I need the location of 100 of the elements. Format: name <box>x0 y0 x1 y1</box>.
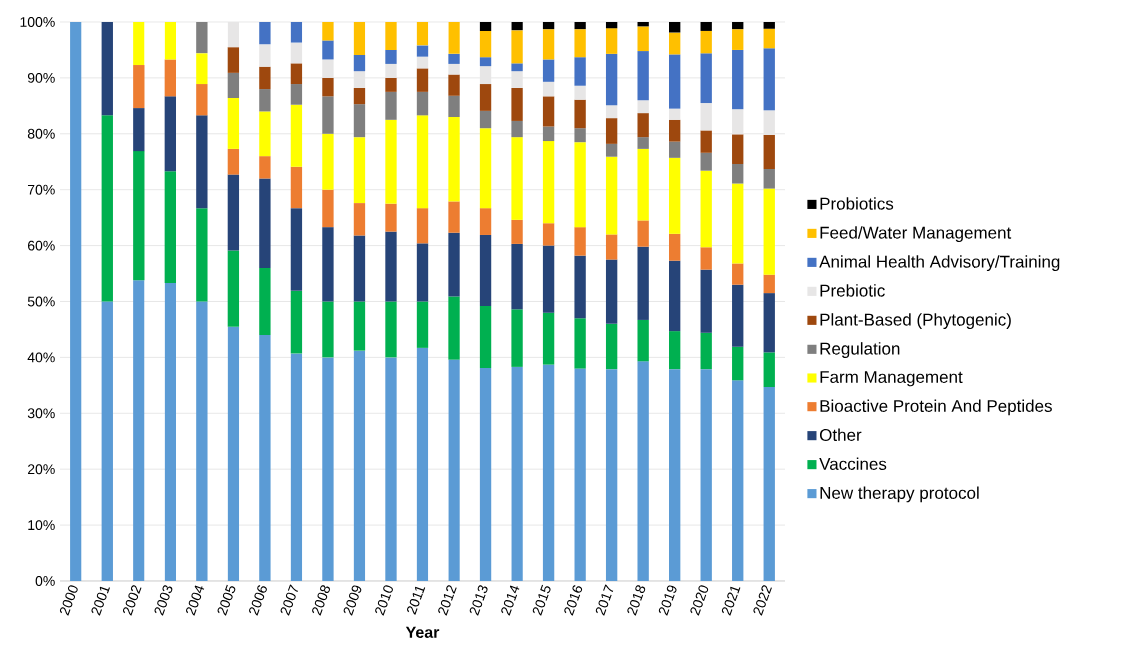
bar <box>479 234 492 306</box>
bar <box>259 66 271 90</box>
bar <box>542 81 555 97</box>
bar <box>448 95 460 118</box>
bar <box>479 57 492 67</box>
bar <box>669 108 681 120</box>
bar <box>732 263 744 285</box>
bar <box>448 232 460 297</box>
bar <box>574 142 586 228</box>
bar <box>416 45 429 57</box>
x-tick-label: 2015 <box>532 584 551 616</box>
bar <box>164 59 177 97</box>
bar <box>322 227 334 302</box>
bar <box>322 96 334 134</box>
bar <box>290 42 303 64</box>
bar <box>574 255 586 319</box>
bar <box>542 364 555 581</box>
x-tick-label: 2011 <box>407 586 426 615</box>
bar <box>322 77 334 97</box>
bar <box>133 151 145 281</box>
bar <box>511 71 523 88</box>
bar <box>542 312 555 365</box>
bar <box>637 246 649 320</box>
x-tick-label: 2007 <box>280 584 298 616</box>
bar <box>605 143 618 157</box>
bar <box>416 21 429 46</box>
x-tick-label: 2019 <box>658 585 677 616</box>
bar <box>605 21 618 29</box>
x-tick-label: 2001 <box>91 586 110 616</box>
bar <box>637 137 649 149</box>
bar <box>700 30 712 54</box>
bar <box>605 323 618 370</box>
bar <box>448 359 460 581</box>
bar <box>637 319 649 362</box>
bar <box>763 293 775 353</box>
bar <box>669 54 681 109</box>
bar <box>164 96 177 172</box>
y-tick-label: 80% <box>27 128 55 139</box>
bar <box>448 53 460 64</box>
legend-label: Vaccines <box>819 457 887 470</box>
bar <box>574 57 586 86</box>
bar <box>574 128 586 143</box>
bar <box>416 91 429 116</box>
x-tick-label: 2008 <box>312 585 330 616</box>
bar <box>511 366 523 581</box>
bar <box>605 118 618 144</box>
bar <box>542 126 555 142</box>
legend-label: New therapy protocol <box>820 486 979 503</box>
bar <box>511 309 523 367</box>
x-tick-label: 2000 <box>59 585 78 616</box>
x-tick-label: 2017 <box>595 584 614 616</box>
bar <box>164 171 177 284</box>
bar <box>542 96 555 127</box>
bar <box>732 346 744 381</box>
bar <box>133 65 145 109</box>
bar <box>669 331 681 370</box>
bar <box>637 100 649 114</box>
legend-label: Probiotics <box>820 197 894 210</box>
bar <box>669 157 681 234</box>
bar <box>353 203 366 236</box>
bar <box>101 115 113 302</box>
legend-label: Bioactive Protein And Peptides <box>820 399 1052 416</box>
bar <box>448 117 460 202</box>
bar <box>259 335 271 581</box>
bar <box>385 49 397 64</box>
bar <box>259 89 271 112</box>
bar <box>574 99 586 129</box>
legend-label: Farm Management <box>820 371 963 387</box>
x-tick-label: 2016 <box>564 585 583 616</box>
bar <box>448 296 460 360</box>
bar <box>700 170 712 248</box>
bar <box>732 163 744 184</box>
bar <box>322 59 334 78</box>
bar <box>574 227 586 256</box>
bar <box>353 104 366 138</box>
bar <box>511 87 523 121</box>
bar <box>605 105 618 119</box>
bar <box>669 369 681 581</box>
bar <box>70 21 82 581</box>
bar <box>700 269 712 333</box>
bar <box>605 234 618 260</box>
x-tick-label: 2012 <box>438 585 457 616</box>
bar <box>763 387 775 581</box>
bar <box>542 59 555 82</box>
bar <box>196 53 208 85</box>
bar <box>353 54 366 72</box>
bar <box>479 30 492 58</box>
bar <box>763 352 775 388</box>
bar <box>732 134 744 164</box>
bar <box>479 208 492 235</box>
bar <box>511 120 523 138</box>
bar <box>700 152 712 171</box>
bar <box>133 280 145 581</box>
bar <box>385 77 397 92</box>
bar <box>322 40 334 60</box>
bar <box>732 21 744 30</box>
x-tick-label: 2009 <box>343 585 362 616</box>
bar <box>385 119 397 204</box>
x-tick-label: 2022 <box>753 585 772 616</box>
bar <box>353 87 366 105</box>
